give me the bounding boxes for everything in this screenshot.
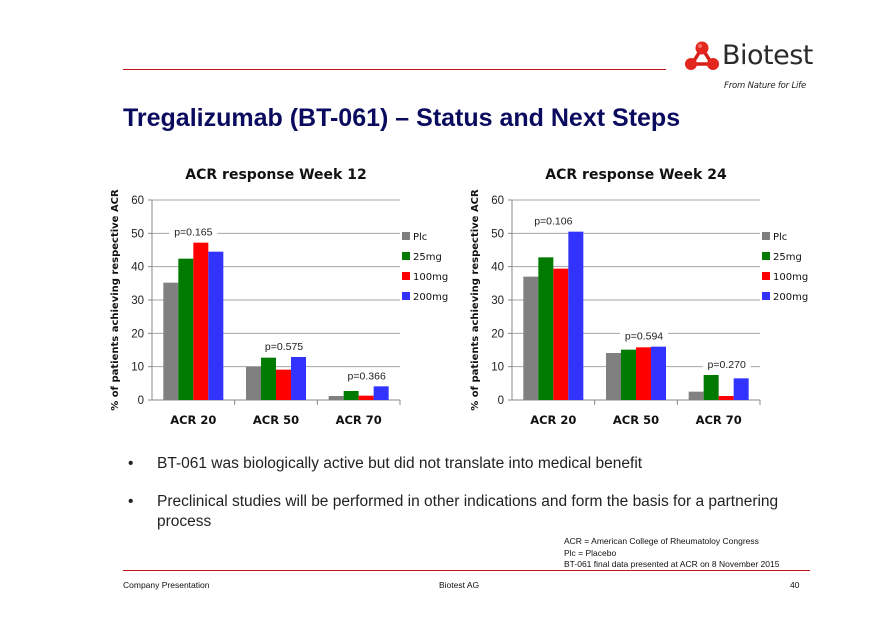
x-tick-label: ACR 20 [170,413,216,427]
x-tick-label: ACR 70 [336,413,382,427]
y-tick-label: 20 [491,328,504,340]
legend-label: 25mg [773,252,802,263]
bullet-item: • BT-061 was biologically active but did… [128,454,808,474]
legend-label: Plc [773,232,787,243]
footer-center: Biotest AG [439,580,480,590]
bar-100mg [553,268,569,400]
bar-200mg [733,378,749,400]
bar-25mg [343,391,359,400]
footnote: Plc = Placebo [564,547,617,558]
legend-swatch-200mg [762,292,770,300]
legend-label: 200mg [413,292,448,303]
legend-swatch-25mg [762,252,770,260]
x-tick-label: ACR 50 [253,413,299,427]
p-value-label: p=0.366 [348,370,386,382]
p-value-background [169,225,218,239]
y-axis-label: % of patients achieving respective ACR [110,189,121,411]
y-tick-label: 0 [138,395,144,407]
p-value-background [620,329,668,343]
bar-25mg [703,375,719,400]
legend-swatch-plc [402,232,410,240]
y-tick-label: 60 [491,195,504,207]
bar-plc [606,353,621,400]
y-axis-label: % of patients achieving respective ACR [470,189,481,411]
y-tick-label: 30 [131,295,144,307]
bullet-icon: • [128,455,134,472]
chart-week-12: ACR response Week 12 0 10 20 30 40 50 60 % of pa… [110,167,448,427]
footnote: BT-061 final data presented at ACR on 8 … [564,559,780,569]
y-tick-label: 60 [131,195,144,207]
p-value-label: p=0.106 [534,216,572,228]
chart-week-24: ACR response Week 24 0 10 20 30 40 50 60 % of pa… [470,167,808,427]
bar-plc [328,396,344,400]
y-tick-label: 50 [131,228,144,240]
bullet-text: Preclinical studies will be performed in… [157,493,779,530]
bar-plc [523,276,539,400]
p-value-background [260,340,308,353]
p-value-background [529,214,578,228]
logo-tagline: From Nature for Life [724,81,806,91]
bar-200mg [208,251,224,400]
p-value-background [702,358,751,371]
chart-title: ACR response Week 12 [185,167,366,183]
bar-plc [163,282,179,400]
slide-title: Tregalizumab (BT-061) – Status and Next … [123,104,681,132]
bar-plc [246,366,261,400]
footnote: ACR = American College of Rheumatoloy Co… [564,536,759,546]
legend-label: Plc [413,232,427,243]
legend-swatch-25mg [402,252,410,260]
legend-label: 100mg [773,272,808,283]
chart-title: ACR response Week 24 [545,167,727,183]
p-value-label: p=0.575 [265,341,303,353]
x-tick-label: ACR 70 [696,413,742,427]
legend-swatch-100mg [402,272,410,280]
y-tick-label: 0 [498,395,504,407]
bullet-icon: • [128,493,134,510]
bar-100mg [358,395,374,400]
bar-200mg [568,231,584,400]
bar-200mg [291,357,306,400]
legend-swatch-200mg [402,292,410,300]
y-tick-label: 10 [131,362,144,374]
header-rule [123,69,666,70]
molecule-logo-icon [685,41,719,70]
bar-200mg [651,346,666,400]
y-tick-label: 20 [131,328,144,340]
footer-left: Company Presentation [123,580,210,590]
y-tick-label: 40 [131,262,144,274]
page-number: 40 [790,580,800,590]
bar-25mg [621,349,636,400]
p-value-label: p=0.165 [174,227,212,239]
legend-label: 200mg [773,292,808,303]
footnotes: ACR = American College of Rheumatoloy Co… [564,536,779,571]
y-tick-label: 40 [491,262,504,274]
bar-100mg [276,369,291,400]
bar-100mg [636,347,651,400]
legend-swatch-100mg [762,272,770,280]
logo-wordmark: Biotest [722,40,813,71]
bar-plc [688,391,704,400]
bullet-item: • Preclinical studies will be performed … [128,492,808,532]
legend-swatch-plc [762,232,770,240]
legend-label: 100mg [413,272,448,283]
p-value-label: p=0.270 [708,359,746,371]
bar-25mg [538,257,554,400]
bar-25mg [261,357,276,400]
p-value-background [342,369,391,383]
y-tick-label: 10 [491,362,504,374]
bar-25mg [178,258,194,400]
bullet-text: BT-061 was biologically active but did n… [157,455,643,472]
biotest-logo: Biotest From Nature for Life [684,38,814,94]
p-value-label: p=0.594 [625,331,663,343]
legend-label: 25mg [413,252,442,263]
bar-100mg [193,242,209,400]
y-tick-label: 30 [491,295,504,307]
x-tick-label: ACR 20 [530,413,576,427]
y-tick-label: 50 [491,228,504,240]
bar-200mg [373,386,389,400]
bullet-list: • BT-061 was biologically active but did… [128,454,808,532]
bar-100mg [718,396,734,400]
x-tick-label: ACR 50 [613,413,659,427]
footer-rule [123,570,810,571]
